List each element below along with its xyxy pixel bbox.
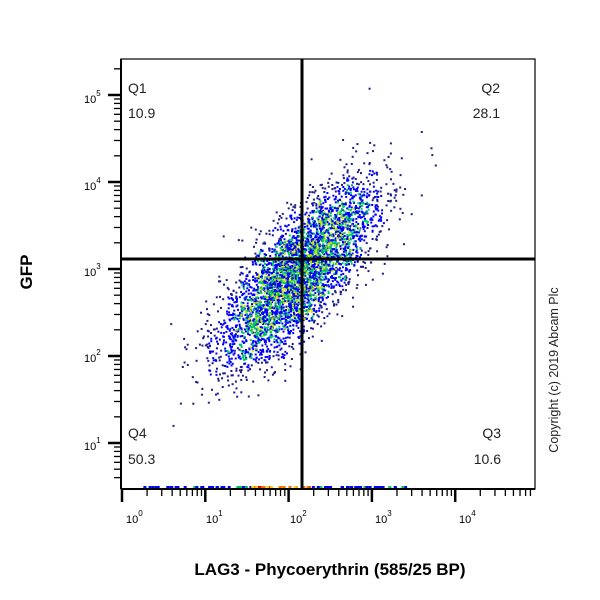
y-tick-labels: 105 104 103 102 101 (84, 89, 101, 453)
q3-label: Q3 (482, 425, 501, 441)
q1-label: Q1 (128, 80, 147, 96)
y-axis-title: GFP (17, 255, 36, 290)
svg-text:105: 105 (84, 89, 101, 106)
copyright-notice: Copyright (c) 2019 Abcam Plc (547, 287, 561, 452)
svg-text:102: 102 (84, 348, 101, 365)
scatter-points (143, 87, 437, 488)
svg-text:101: 101 (206, 509, 223, 526)
x-tick-labels: 100 101 102 103 104 (126, 509, 476, 526)
q4-percent: 50.3 (128, 451, 155, 467)
svg-text:103: 103 (84, 262, 101, 279)
q2-label: Q2 (481, 80, 500, 96)
q1-percent: 10.9 (128, 105, 155, 121)
svg-text:100: 100 (126, 509, 143, 526)
q3-percent: 10.6 (474, 451, 501, 467)
svg-text:104: 104 (459, 509, 476, 526)
svg-text:101: 101 (84, 436, 101, 453)
svg-text:103: 103 (375, 509, 392, 526)
svg-text:102: 102 (290, 509, 307, 526)
q2-percent: 28.1 (473, 105, 500, 121)
x-axis-title: LAG3 - Phycoerythrin (585/25 BP) (194, 560, 465, 579)
y-axis-ticks (108, 68, 121, 479)
svg-text:104: 104 (84, 176, 101, 193)
x-axis-ticks (120, 489, 532, 502)
q4-label: Q4 (128, 425, 147, 441)
